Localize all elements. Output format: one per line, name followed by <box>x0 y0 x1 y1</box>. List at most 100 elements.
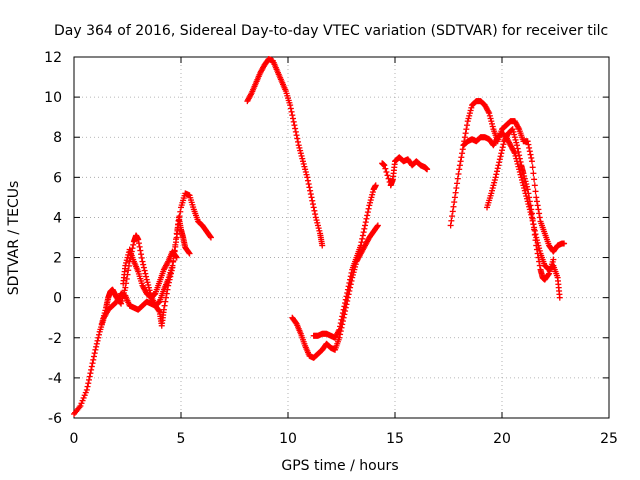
data-point <box>163 290 170 297</box>
y-tick-label: 0 <box>53 291 62 307</box>
data-point <box>177 208 184 215</box>
data-point <box>531 231 538 238</box>
data-point <box>533 198 540 205</box>
data-point <box>123 259 130 266</box>
x-tick-label: 10 <box>279 431 297 447</box>
data-point <box>319 242 326 249</box>
data-point <box>456 162 463 169</box>
data-point <box>339 310 346 317</box>
data-point <box>374 222 381 229</box>
data-point <box>160 306 167 313</box>
data-point <box>369 191 376 198</box>
data-point <box>307 191 314 198</box>
data-point <box>346 279 353 286</box>
data-point <box>99 318 106 325</box>
data-point <box>347 273 354 280</box>
data-point <box>89 360 96 367</box>
data-point <box>494 165 501 172</box>
data-point <box>247 91 254 98</box>
data-point <box>363 215 370 222</box>
data-point <box>139 258 146 265</box>
data-point <box>342 296 349 303</box>
data-point <box>526 198 533 205</box>
data-point <box>520 170 527 177</box>
data-point <box>130 241 137 248</box>
data-point <box>343 293 350 300</box>
data-point <box>489 187 496 194</box>
x-tick-label: 5 <box>177 431 186 447</box>
data-point <box>78 400 85 407</box>
data-point <box>339 313 346 320</box>
data-point <box>344 286 351 293</box>
data-point <box>527 202 534 209</box>
data-point <box>86 373 93 380</box>
data-point <box>519 179 526 186</box>
data-point <box>302 168 309 175</box>
data-point <box>173 253 180 260</box>
data-point <box>512 136 519 143</box>
data-point <box>308 194 315 201</box>
data-point <box>532 231 539 238</box>
data-point <box>372 182 379 189</box>
data-point <box>287 105 294 112</box>
data-point <box>485 108 492 115</box>
data-point <box>167 273 174 280</box>
data-point <box>306 184 313 191</box>
data-point <box>136 243 143 250</box>
data-point <box>161 302 168 309</box>
data-point <box>531 226 538 233</box>
data-point <box>176 213 183 220</box>
data-point <box>360 229 367 236</box>
data-point <box>123 257 130 264</box>
data-point <box>521 172 528 179</box>
data-point <box>155 307 162 314</box>
data-point <box>526 148 533 155</box>
data-point <box>169 264 176 271</box>
data-point <box>466 110 473 117</box>
data-point <box>292 125 299 132</box>
data-point <box>530 170 537 177</box>
data-point <box>466 112 473 119</box>
data-point <box>307 187 314 194</box>
data-point <box>522 178 529 185</box>
data-point <box>168 270 175 277</box>
data-point <box>303 171 310 178</box>
data-point <box>511 131 518 138</box>
data-point <box>304 177 311 184</box>
data-point <box>462 130 469 137</box>
data-point <box>294 135 301 142</box>
data-point <box>490 182 497 189</box>
y-tick-label: 8 <box>53 130 62 146</box>
data-point <box>515 124 522 131</box>
data-point <box>536 214 543 221</box>
data-point <box>452 189 459 196</box>
data-point <box>486 110 493 117</box>
data-point <box>514 145 521 152</box>
data-point <box>287 102 294 109</box>
data-point <box>335 328 342 335</box>
data-point <box>368 194 375 201</box>
data-point <box>464 122 471 129</box>
data-point <box>165 279 172 286</box>
data-point <box>523 183 530 190</box>
data-point <box>531 176 538 183</box>
y-tick-label: 6 <box>53 170 62 186</box>
data-point <box>489 185 496 192</box>
data-point <box>299 155 306 162</box>
data-point <box>497 153 504 160</box>
data-point <box>512 152 519 159</box>
data-point <box>453 185 460 192</box>
data-point <box>528 211 535 218</box>
y-tick-label: 2 <box>53 251 62 267</box>
data-point <box>102 307 109 314</box>
data-point <box>295 142 302 149</box>
data-point <box>467 107 474 114</box>
data-point <box>135 240 142 247</box>
y-axis-label: SDTVAR / TECUs <box>6 181 22 296</box>
y-tick-label: -2 <box>48 331 62 347</box>
data-point <box>533 246 540 253</box>
data-point <box>299 158 306 165</box>
data-point <box>101 310 108 317</box>
data-point <box>449 208 456 215</box>
data-point <box>533 194 540 201</box>
